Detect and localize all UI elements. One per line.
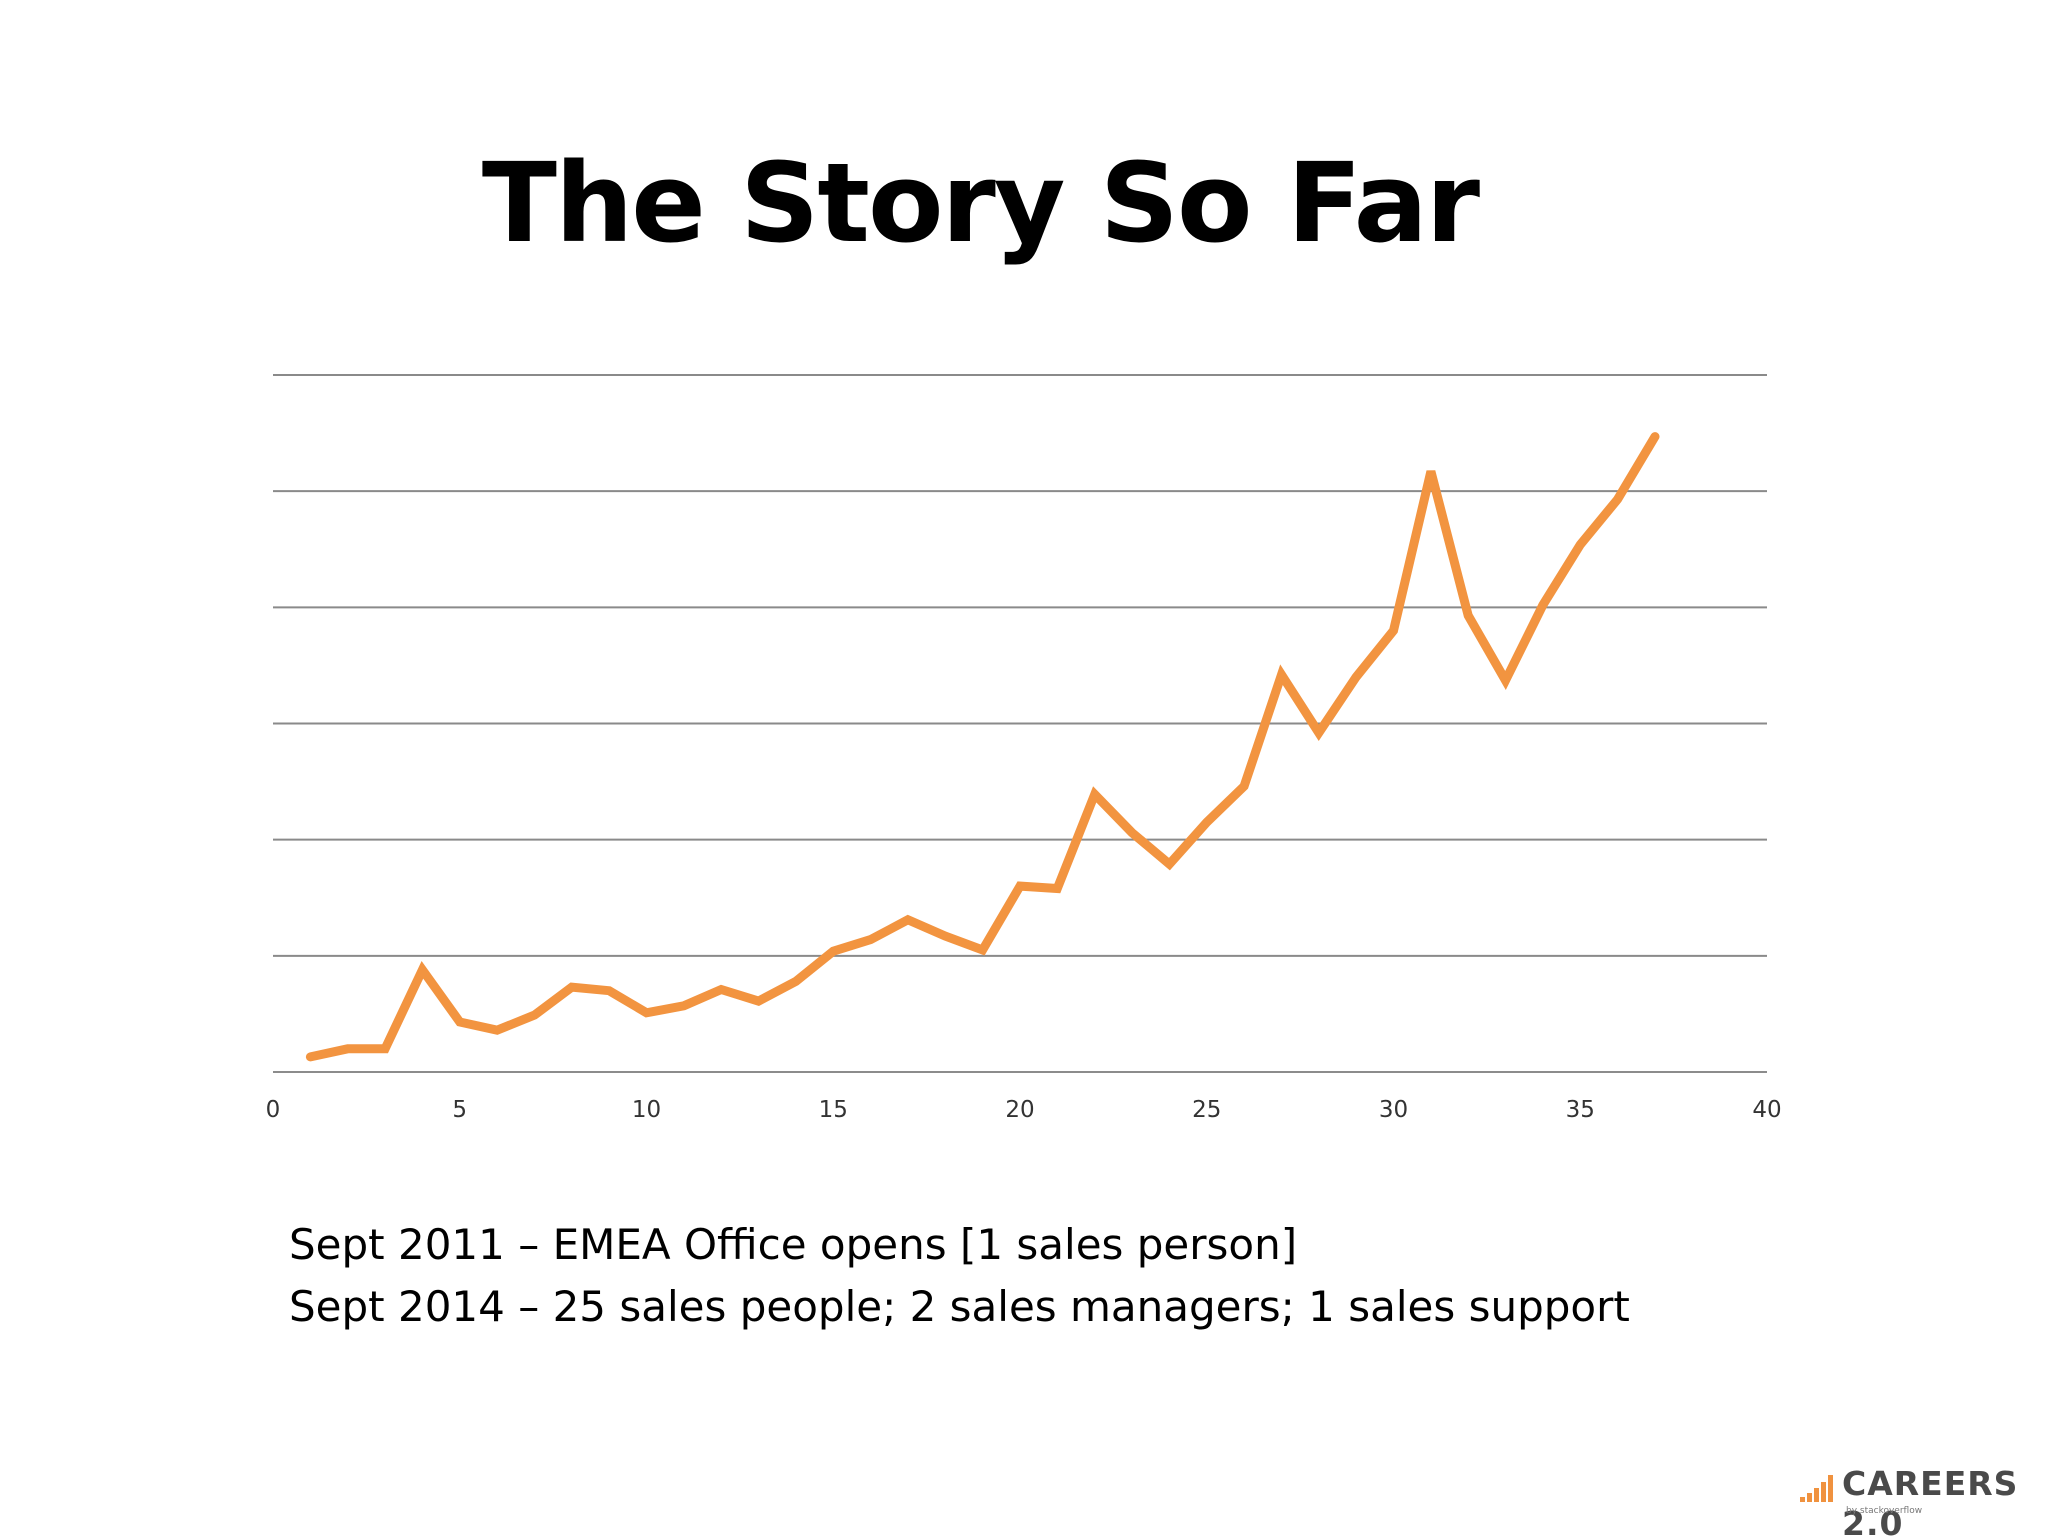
note-line-2014: Sept 2014 – 25 sales people; 2 sales man… (289, 1282, 1630, 1331)
chart-series (305, 432, 1660, 1062)
careers-logo: CAREERS 2.0 by stackoverflow (1800, 1464, 2040, 1536)
x-tick-label: 35 (1566, 1097, 1595, 1123)
x-axis-ticks: 0 5 10 15 20 25 30 35 40 (266, 1097, 1782, 1123)
note-line-2011: Sept 2011 – EMEA Office opens [1 sales p… (289, 1220, 1298, 1269)
x-tick-label: 30 (1379, 1097, 1408, 1123)
chart-gridlines (273, 374, 1767, 1073)
bar-chart-icon (1800, 1472, 1838, 1502)
notes: Sept 2011 – EMEA Office opens [1 sales p… (289, 1214, 1630, 1338)
logo-subtext: by stackoverflow (1846, 1506, 1923, 1516)
x-tick-label: 20 (1005, 1097, 1034, 1123)
page-title: The Story So Far (481, 139, 1480, 267)
x-tick-label: 15 (819, 1097, 848, 1123)
x-tick-label: 10 (632, 1097, 661, 1123)
logo-text: CAREERS 2.0 (1842, 1464, 2019, 1536)
x-tick-label: 25 (1192, 1097, 1221, 1123)
x-tick-label: 5 (452, 1097, 467, 1123)
x-tick-label: 0 (266, 1097, 281, 1123)
x-tick-label: 40 (1752, 1097, 1781, 1123)
series-line (305, 432, 1660, 1062)
